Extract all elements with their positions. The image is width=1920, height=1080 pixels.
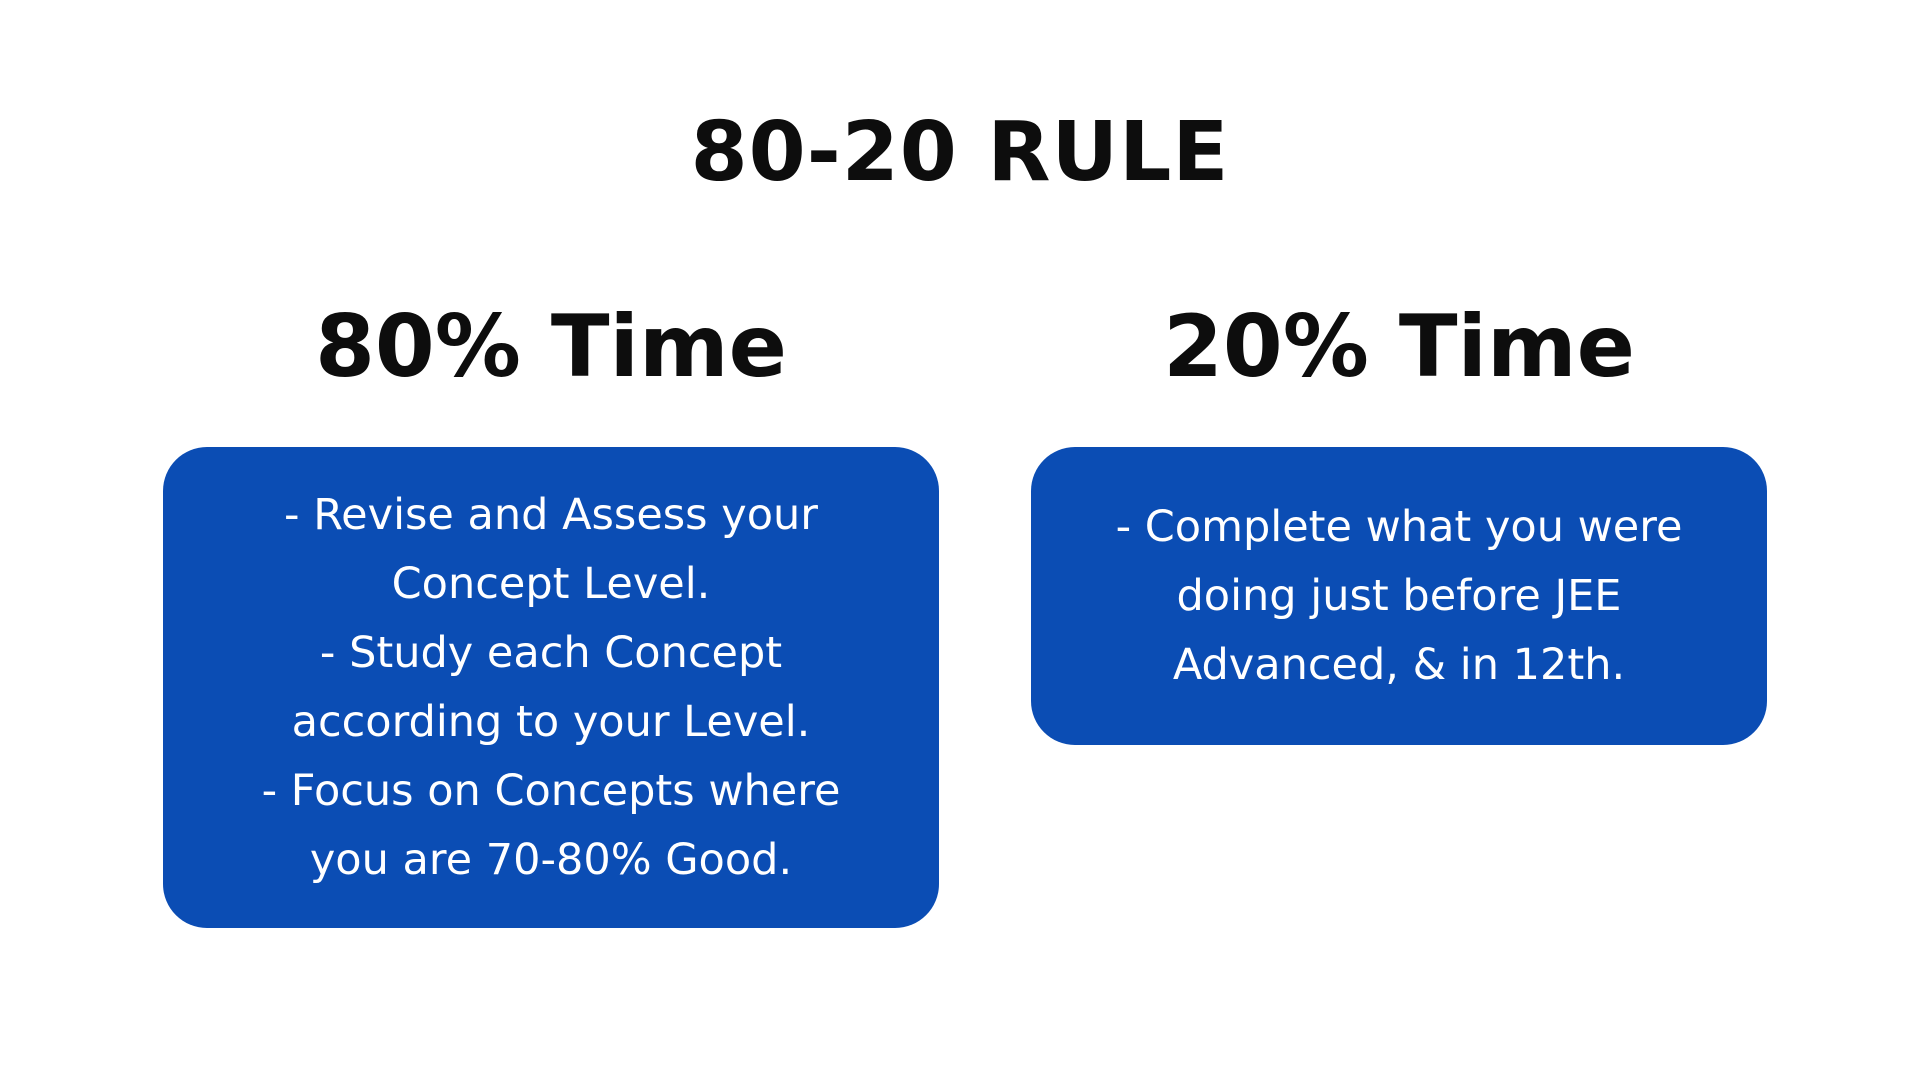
card-line: according to your Level. bbox=[291, 696, 811, 747]
card-line: - Complete what you were bbox=[1115, 501, 1683, 552]
column-heading-80-percent: 80% Time bbox=[315, 297, 787, 397]
card-line: - Revise and Assess your bbox=[284, 489, 818, 540]
card-80-percent: - Revise and Assess your Concept Level. … bbox=[163, 447, 939, 928]
card-line: doing just before JEE bbox=[1176, 570, 1622, 621]
card-line: - Focus on Concepts where bbox=[261, 765, 841, 816]
card-line: you are 70-80% Good. bbox=[309, 834, 793, 885]
card-20-percent: - Complete what you were doing just befo… bbox=[1031, 447, 1767, 745]
card-line: Concept Level. bbox=[391, 558, 711, 609]
card-20-percent-lines: - Complete what you were doing just befo… bbox=[1116, 493, 1683, 700]
card-line: - Study each Concept bbox=[319, 627, 783, 678]
slide-title: 80-20 RULE bbox=[690, 105, 1230, 200]
card-line: Advanced, & in 12th. bbox=[1172, 639, 1626, 690]
card-80-percent-lines: - Revise and Assess your Concept Level. … bbox=[262, 481, 841, 895]
column-heading-20-percent: 20% Time bbox=[1163, 297, 1635, 397]
